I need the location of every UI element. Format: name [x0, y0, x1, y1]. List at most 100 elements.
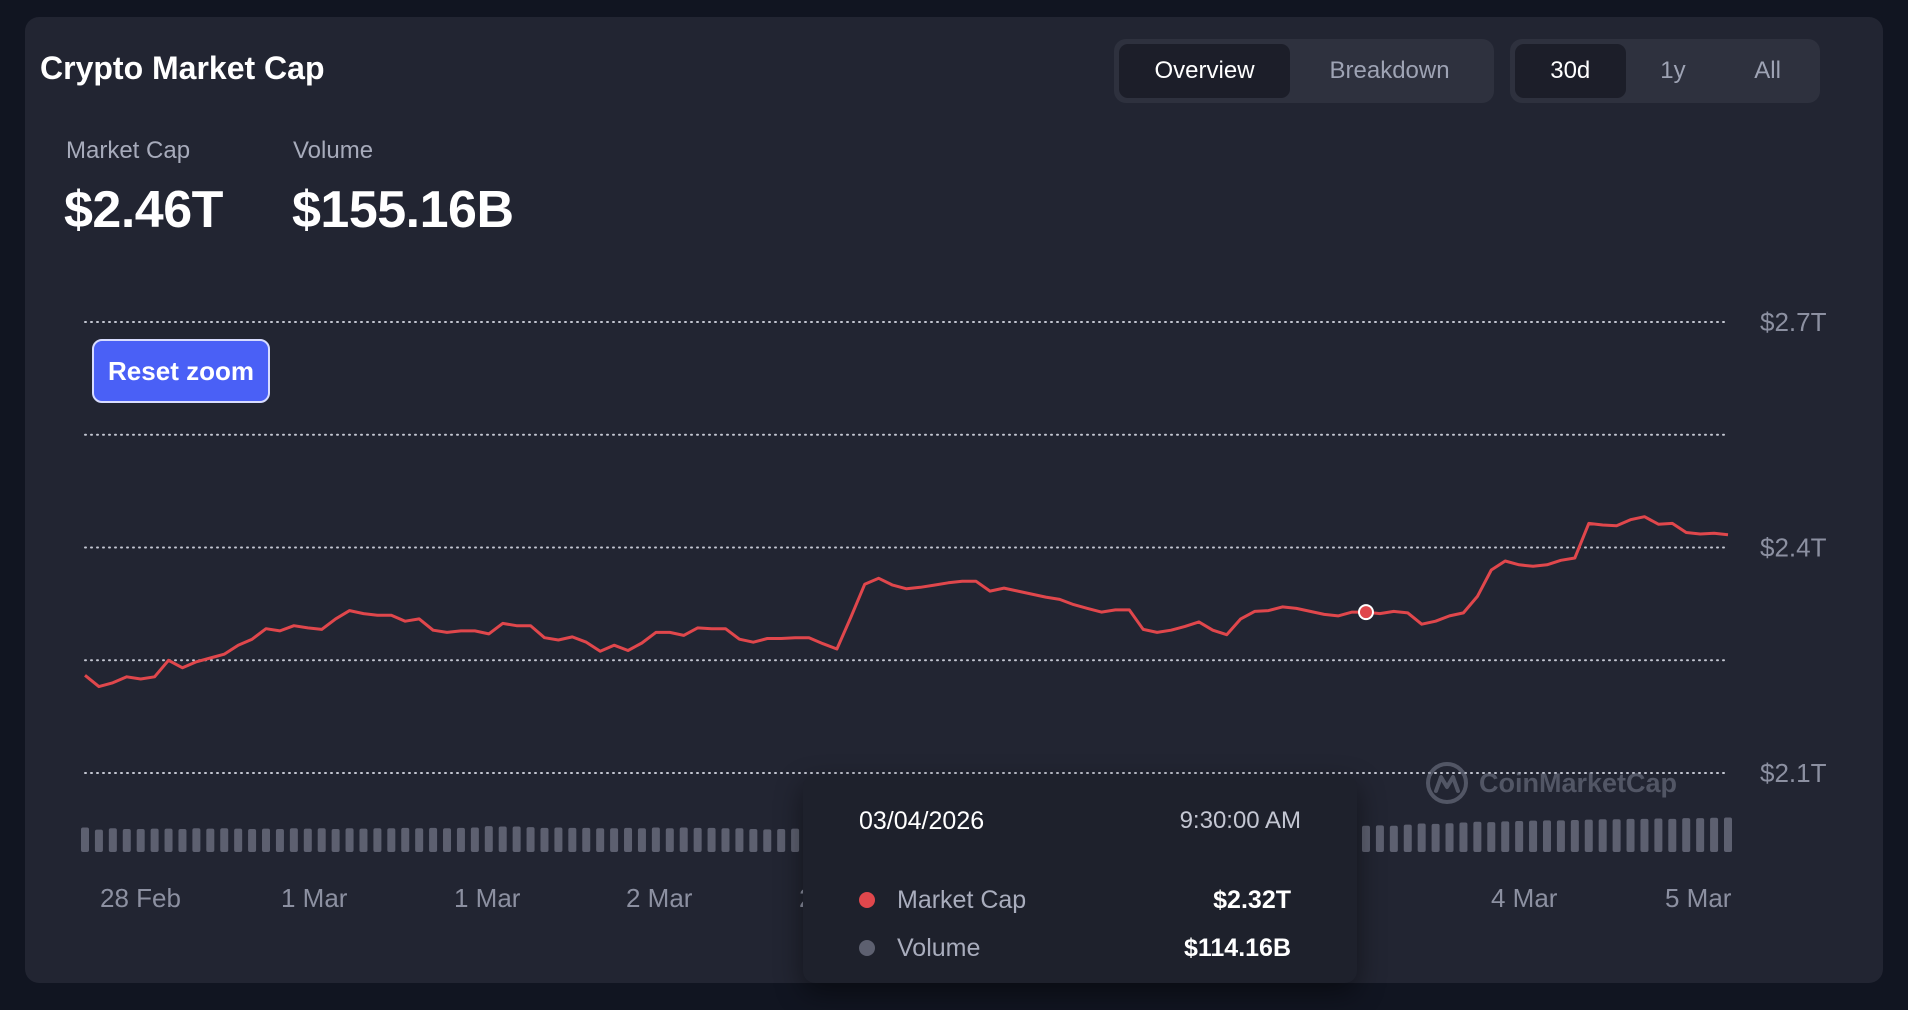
y-tick-label: $2.7T	[1760, 307, 1827, 337]
volume-bar	[317, 828, 326, 852]
volume-bar	[331, 828, 340, 852]
range-1y-button[interactable]: 1y	[1660, 57, 1686, 84]
volume-bar	[289, 828, 298, 852]
y-tick-label: $2.4T	[1760, 533, 1827, 563]
tooltip-volume-value: $114.16B	[1183, 933, 1291, 962]
volume-bar	[665, 828, 674, 852]
x-tick-label: 1 Mar	[454, 883, 521, 913]
x-tick-label: 28 Feb	[100, 883, 181, 913]
x-tick-label: 5 Mar	[1665, 883, 1732, 913]
volume-bar	[498, 826, 507, 852]
volume-bar	[81, 827, 89, 852]
volume-bar	[1654, 818, 1663, 852]
volume-bar	[1403, 824, 1412, 852]
tooltip-market-cap-label: Market Cap	[897, 885, 1027, 914]
volume-bar	[1417, 823, 1426, 852]
tooltip-market-cap-value: $2.32T	[1213, 885, 1291, 914]
volume-bar	[303, 828, 312, 852]
market-cap-line	[84, 515, 1729, 689]
tooltip-time: 9:30:00 AM	[1179, 807, 1301, 834]
hover-point	[1357, 604, 1374, 621]
market-cap-value: $2.46T	[64, 181, 223, 239]
volume-bar	[777, 828, 786, 852]
tooltip-date: 03/04/2026	[859, 807, 985, 835]
volume-bar	[345, 828, 354, 852]
volume-bar	[1389, 825, 1398, 852]
tab-overview[interactable]: Overview	[1119, 44, 1291, 98]
volume-bar	[262, 828, 271, 852]
coinmarketcap-logo-icon	[1426, 762, 1468, 804]
volume-bar	[1640, 818, 1649, 852]
volume-dot-icon	[859, 940, 875, 956]
volume-bar	[1668, 818, 1677, 852]
volume-bar	[484, 826, 493, 852]
volume-bar	[443, 828, 452, 852]
volume-bar	[610, 828, 619, 852]
volume-bar	[1487, 822, 1496, 852]
volume-value: $155.16B	[292, 181, 514, 239]
volume-bar	[582, 827, 591, 852]
volume-bar	[456, 827, 465, 852]
volume-bar	[651, 827, 660, 852]
volume-bar	[470, 827, 479, 852]
volume-bar	[721, 828, 730, 852]
volume-bar	[637, 828, 646, 852]
page-title: Crypto Market Cap	[40, 50, 325, 86]
market-cap-dot-icon	[859, 892, 875, 908]
volume-bar	[150, 828, 159, 852]
volume-bar	[178, 828, 187, 852]
volume-bar	[624, 827, 633, 852]
volume-bar	[1696, 818, 1705, 852]
volume-bar	[1612, 819, 1621, 852]
chart-tooltip: 03/04/2026 9:30:00 AM Market Cap $2.32T …	[803, 775, 1357, 983]
volume-bar	[1710, 817, 1719, 852]
volume-bar	[275, 828, 284, 852]
volume-bar	[596, 828, 605, 852]
volume-bar	[234, 828, 243, 852]
market-cap-label: Market Cap	[66, 137, 191, 164]
volume-label: Volume	[293, 137, 374, 164]
volume-bar	[1473, 821, 1482, 852]
range-30d-button[interactable]: 30d	[1515, 44, 1626, 98]
volume-bar	[554, 827, 563, 852]
volume-bar	[1431, 823, 1440, 852]
volume-bar	[429, 827, 438, 852]
volume-bar	[136, 828, 145, 852]
volume-bar	[248, 828, 257, 852]
volume-bar	[1445, 823, 1454, 852]
volume-bar	[387, 828, 396, 852]
range-all-button[interactable]: All	[1754, 57, 1781, 84]
watermark-text: CoinMarketCap	[1479, 767, 1678, 798]
volume-bar	[108, 828, 117, 852]
volume-bar	[568, 827, 577, 852]
volume-bar	[749, 828, 758, 852]
volume-bar	[1459, 822, 1468, 852]
tooltip-row-market-cap: Market Cap $2.32T	[859, 885, 1291, 915]
tooltip-volume-label: Volume	[897, 933, 981, 962]
reset-zoom-button[interactable]: Reset zoom	[92, 339, 270, 403]
volume-bar	[526, 827, 535, 852]
range-toggle: 30d 1y All	[1510, 39, 1820, 103]
volume-bar	[1556, 820, 1565, 852]
volume-bar	[512, 826, 521, 852]
volume-bar	[164, 828, 173, 852]
volume-bar	[679, 827, 688, 852]
volume-bar	[1529, 820, 1538, 852]
volume-bar	[373, 828, 382, 852]
tooltip-row-volume: Volume $114.16B	[859, 933, 1291, 963]
volume-bar	[220, 828, 229, 852]
volume-bar	[1515, 821, 1524, 852]
y-tick-label: $2.1T	[1760, 758, 1827, 788]
volume-bar	[1724, 817, 1732, 852]
x-tick-label: 2 Mar	[626, 883, 693, 913]
volume-bar	[1598, 819, 1607, 852]
volume-bar	[94, 829, 103, 852]
tab-breakdown[interactable]: Breakdown	[1329, 57, 1450, 84]
volume-bar	[192, 828, 201, 852]
volume-bar	[401, 827, 410, 852]
volume-bar	[735, 828, 744, 852]
volume-bar	[791, 828, 800, 852]
x-tick-label: 4 Mar	[1491, 883, 1558, 913]
volume-bar	[1682, 818, 1691, 852]
volume-bar	[415, 828, 424, 852]
